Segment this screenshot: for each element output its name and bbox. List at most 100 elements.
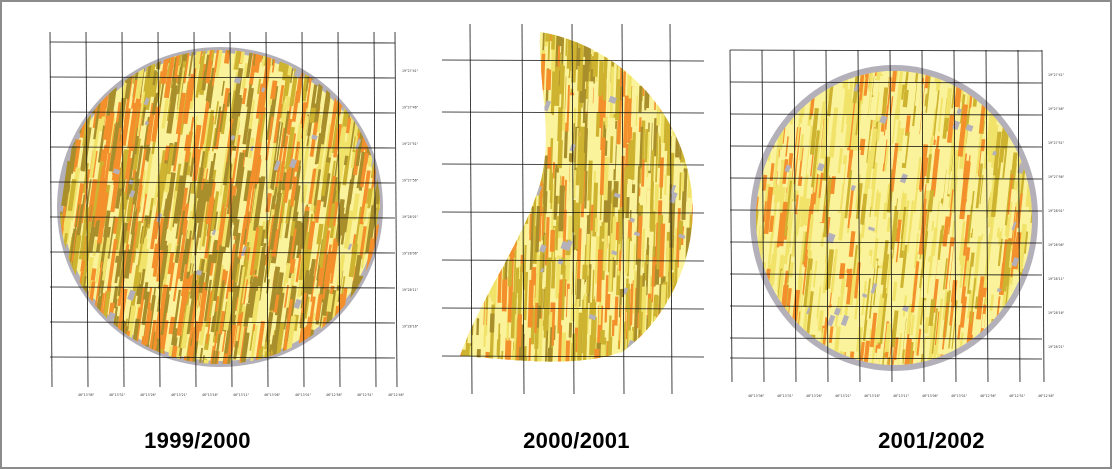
yield-streak bbox=[737, 271, 743, 302]
yield-streak bbox=[452, 222, 457, 254]
yield-streak bbox=[360, 50, 372, 76]
yield-streak bbox=[475, 32, 480, 52]
no-data-patch bbox=[611, 250, 618, 256]
no-data-patch bbox=[371, 356, 378, 364]
yield-streak bbox=[499, 355, 503, 362]
yield-streak bbox=[404, 356, 411, 398]
yield-streak bbox=[964, 260, 971, 287]
yield-streak bbox=[497, 32, 503, 76]
yield-streak bbox=[392, 336, 399, 363]
yield-streak bbox=[68, 50, 78, 79]
yield-streak bbox=[954, 71, 963, 80]
yield-streak bbox=[506, 99, 514, 137]
yield-streak bbox=[394, 250, 401, 270]
grid-line-horizontal bbox=[441, 259, 705, 262]
yield-streak bbox=[219, 147, 229, 196]
yield-streak bbox=[958, 220, 966, 261]
yield-streak bbox=[1037, 297, 1041, 312]
yield-streak bbox=[484, 197, 490, 252]
yield-streak bbox=[48, 28, 54, 59]
yield-streak bbox=[518, 231, 522, 267]
yield-streak bbox=[809, 107, 819, 155]
yield-streak bbox=[194, 210, 203, 256]
yield-streak bbox=[549, 172, 554, 203]
yield-streak bbox=[1063, 287, 1072, 344]
yield-streak bbox=[441, 253, 444, 274]
yield-streak bbox=[786, 349, 794, 365]
grid-line-horizontal bbox=[729, 273, 1043, 276]
yield-streak bbox=[280, 74, 289, 119]
no-data-patch bbox=[129, 190, 136, 198]
map-2000-2001-svg bbox=[441, 23, 705, 395]
no-data-patch bbox=[112, 168, 121, 175]
longitude-tick-label: 46°13'06" bbox=[264, 393, 281, 397]
yield-streak bbox=[47, 165, 57, 222]
yield-streak bbox=[660, 142, 665, 158]
longitude-tick-label: 46°13'21" bbox=[835, 394, 852, 398]
yield-streak bbox=[203, 279, 212, 322]
no-data-patch bbox=[466, 134, 472, 142]
yield-streak bbox=[69, 299, 77, 331]
grid-line-horizontal bbox=[49, 111, 396, 114]
yield-streak bbox=[1074, 23, 1082, 79]
yield-streak bbox=[633, 359, 639, 362]
yield-streak bbox=[796, 71, 802, 84]
latitude-tick-label: 19°27'51" bbox=[402, 142, 419, 146]
yield-streak bbox=[524, 101, 531, 154]
yield-streak bbox=[758, 312, 766, 347]
yield-streak bbox=[758, 347, 767, 365]
yield-streak bbox=[141, 291, 150, 326]
yield-streak bbox=[934, 363, 942, 365]
longitude-tick-label: 46°13'16" bbox=[202, 393, 219, 397]
yield-streak bbox=[473, 367, 479, 391]
yield-streak bbox=[684, 43, 690, 90]
yield-streak bbox=[731, 199, 738, 234]
yield-streak bbox=[81, 50, 93, 102]
yield-streak bbox=[1045, 110, 1051, 134]
yield-streak bbox=[192, 148, 202, 181]
yield-streak bbox=[502, 163, 506, 185]
yield-streak bbox=[476, 271, 481, 300]
yield-streak bbox=[357, 353, 368, 364]
yield-streak bbox=[833, 71, 839, 73]
yield-streak bbox=[701, 94, 704, 138]
yield-streak bbox=[772, 36, 778, 56]
yield-streak bbox=[830, 176, 836, 195]
yield-streak bbox=[1057, 371, 1064, 416]
yield-streak bbox=[883, 71, 892, 88]
yield-streak bbox=[460, 211, 461, 261]
yield-streak bbox=[324, 175, 336, 235]
yield-streak bbox=[745, 127, 754, 181]
yield-streak bbox=[764, 363, 774, 365]
grid-line-vertical bbox=[921, 49, 925, 383]
yield-streak bbox=[300, 50, 307, 68]
yield-streak bbox=[70, 347, 79, 364]
yield-streak bbox=[460, 32, 464, 59]
yield-streak bbox=[375, 90, 380, 128]
yield-streak bbox=[297, 280, 303, 298]
yield-streak bbox=[1091, 344, 1097, 369]
yield-streak bbox=[67, 178, 77, 212]
no-data-patch bbox=[881, 48, 891, 59]
yield-streak bbox=[1078, 356, 1082, 374]
yield-streak bbox=[740, 346, 745, 362]
yield-streak bbox=[371, 384, 378, 425]
yield-streak bbox=[126, 150, 136, 200]
yield-streak bbox=[1008, 332, 1019, 365]
yield-streak bbox=[283, 361, 295, 364]
yield-streak bbox=[522, 58, 528, 100]
yield-streak bbox=[582, 88, 587, 124]
yield-streak bbox=[441, 3, 446, 53]
yield-streak bbox=[695, 48, 701, 105]
yield-streak bbox=[126, 179, 136, 223]
yield-streak bbox=[466, 34, 469, 63]
yield-streak bbox=[756, 210, 759, 256]
yield-streak bbox=[1028, 316, 1032, 365]
yield-streak bbox=[347, 23, 355, 45]
yield-streak bbox=[906, 272, 915, 310]
yield-streak bbox=[1060, 182, 1067, 202]
yield-streak bbox=[398, 37, 407, 67]
yield-streak bbox=[328, 289, 337, 323]
yield-streak bbox=[818, 43, 824, 60]
